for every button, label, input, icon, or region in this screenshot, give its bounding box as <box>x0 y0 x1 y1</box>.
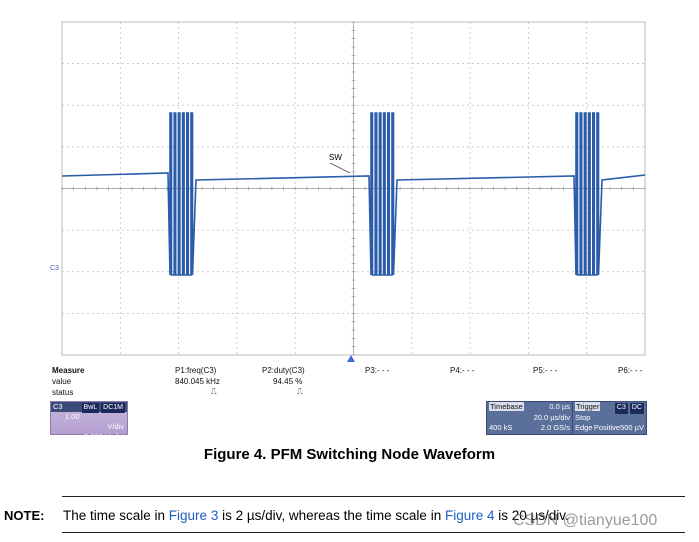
trace-label: SW <box>329 153 342 162</box>
figure-link[interactable]: Figure 3 <box>168 508 219 523</box>
measure-header: P6:- - - <box>618 366 643 375</box>
timebase-samples: 400 kS <box>489 423 513 432</box>
scope-screen: SW C3 <box>50 21 646 362</box>
trigger-mode: Stop <box>575 412 591 422</box>
trace-label-leader <box>329 162 351 174</box>
trigger-level: 500 µV <box>620 423 644 432</box>
measure-header: Measure <box>52 366 85 375</box>
timebase-rate: 2.0 GS/s <box>540 423 570 432</box>
measure-status: ⎍ <box>297 387 303 396</box>
measure-value: 840.045 kHz <box>175 377 220 386</box>
row-label: value <box>52 377 72 386</box>
rule <box>62 532 685 533</box>
trigger-slope: Positive <box>593 423 621 432</box>
measure-header: P4:- - - <box>450 366 475 375</box>
rule <box>62 496 685 497</box>
waveform <box>61 112 646 276</box>
trigger-marker <box>347 355 355 362</box>
channel-scale: 1.00 V/div <box>64 412 124 431</box>
figure-caption: Figure 4. PFM Switching Node Waveform <box>203 446 496 463</box>
timebase-delay: 0.0 µs <box>549 402 570 411</box>
channel-tag: DC1M <box>101 403 125 413</box>
timebase-label: Timebase <box>489 402 524 411</box>
note-text: The time scale in Figure 3 is 2 µs/div, … <box>63 508 569 523</box>
note-text-part: The time scale in <box>63 508 169 523</box>
timebase-scale: 20.0 µs/div <box>533 412 570 422</box>
measure-header: P5:- - - <box>533 366 558 375</box>
note-label: NOTE: <box>4 508 45 523</box>
measure-header: P3:- - - <box>365 366 390 375</box>
channel-marker: C3 <box>50 265 59 272</box>
measure-header: P1:freq(C3) <box>175 366 217 375</box>
trigger-tag: DC <box>629 403 644 414</box>
measure-value: 94.45 % <box>273 377 303 386</box>
trigger-box: Trigger C3 DC Stop 500 µV Edge Positive <box>572 401 647 435</box>
channel-name: C3 <box>53 402 63 411</box>
figure-link[interactable]: Figure 4 <box>444 508 495 523</box>
channel-offset: -2.000 V ofst <box>81 432 124 441</box>
row-label: status <box>52 388 74 397</box>
trigger-type: Edge <box>575 423 593 432</box>
trigger-label: Trigger <box>575 402 601 411</box>
note-text-part: is 2 µs/div, whereas the time scale in <box>218 508 445 523</box>
watermark: CSDN @tianyue100 <box>513 512 658 529</box>
trigger-tag: C3 <box>614 403 628 414</box>
note-text-part: is 20 µs/div. <box>494 508 569 523</box>
measure-header: P2:duty(C3) <box>262 366 305 375</box>
channel-tag: BwL <box>81 403 100 413</box>
measure-status: ⎍ <box>211 387 217 396</box>
channel-box: C3 BwL DC1M 1.00 V/div -2.000 V ofst <box>50 401 128 441</box>
timebase-box: Timebase 0.0 µs 20.0 µs/div 400 kS 2.0 GS/… <box>486 401 573 435</box>
